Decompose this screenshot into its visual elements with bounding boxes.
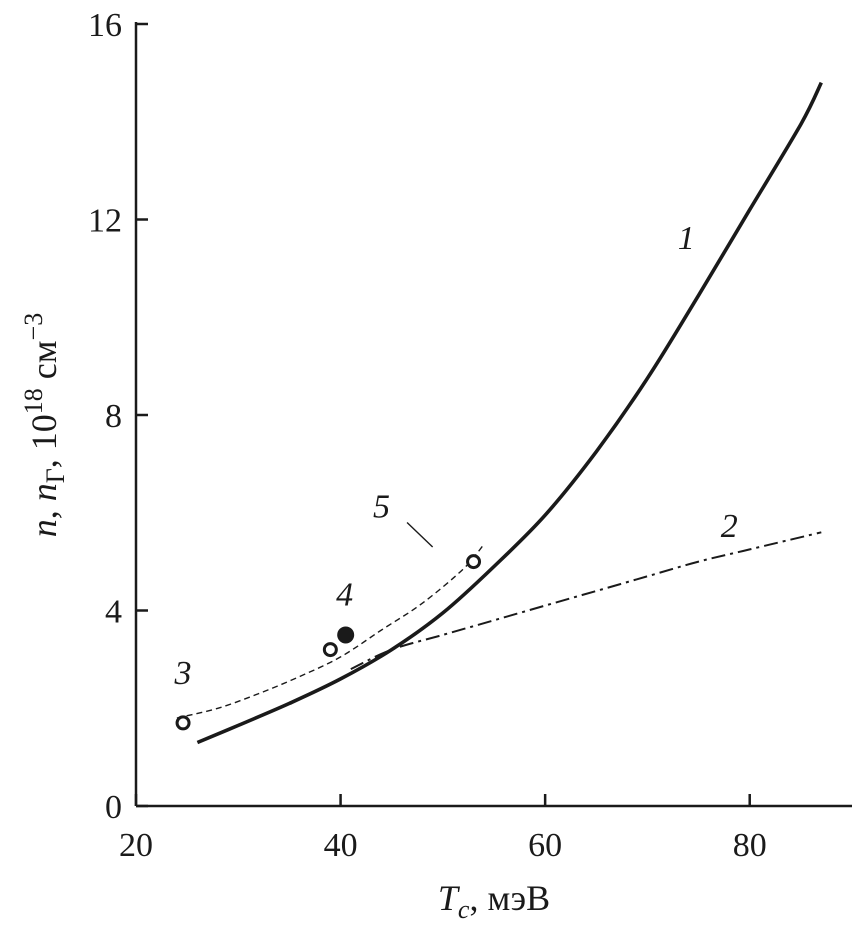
y-tick-label: 16 <box>88 7 122 44</box>
y-axis-n: n <box>24 519 64 537</box>
y-axis-sep1: , <box>24 501 64 519</box>
y-tick-label: 12 <box>88 203 122 240</box>
x-tick-label: 80 <box>733 827 767 864</box>
labels-layer: 1 2 3 4 5 <box>174 220 738 692</box>
y-tick-label: 4 <box>105 594 122 631</box>
y-axis-exp2: −3 <box>19 313 48 341</box>
x-axis-unit: , мэВ <box>469 878 550 918</box>
y-axis-n2: n <box>24 483 64 501</box>
series-3-point <box>175 715 191 731</box>
curve-label-3: 3 <box>174 655 192 692</box>
axes <box>134 22 852 808</box>
series-1-line <box>196 81 823 745</box>
x-tick-label: 20 <box>119 827 153 864</box>
x-tick-label: 40 <box>324 827 358 864</box>
series-5-leader-line <box>406 522 434 548</box>
x-tick-label: 60 <box>528 827 562 864</box>
series-5-line <box>176 544 485 719</box>
x-axis-subscript: c <box>458 895 470 924</box>
y-tick-label: 0 <box>105 789 122 826</box>
curve-label-1: 1 <box>678 220 695 257</box>
series-4-point <box>337 626 355 644</box>
y-axis-unit: см <box>24 340 64 388</box>
y-tick-label: 8 <box>105 398 122 435</box>
series-3-point <box>322 642 338 658</box>
curve-label-4: 4 <box>336 577 353 614</box>
x-axis-title: Tc, мэВ <box>438 878 550 924</box>
y-axis-sub2: Г <box>41 468 70 483</box>
curve-label-2: 2 <box>721 508 738 545</box>
series-layer <box>175 81 823 745</box>
y-axis-sep2: , 10 <box>24 414 64 468</box>
x-axis-symbol: T <box>438 878 461 918</box>
series-3-point <box>466 554 482 570</box>
curve-label-5: 5 <box>373 489 390 526</box>
y-axis-exp1: 18 <box>19 388 48 414</box>
series-2-line <box>350 531 822 671</box>
y-axis-title: n, nГ, 1018 см−3 <box>19 313 70 537</box>
